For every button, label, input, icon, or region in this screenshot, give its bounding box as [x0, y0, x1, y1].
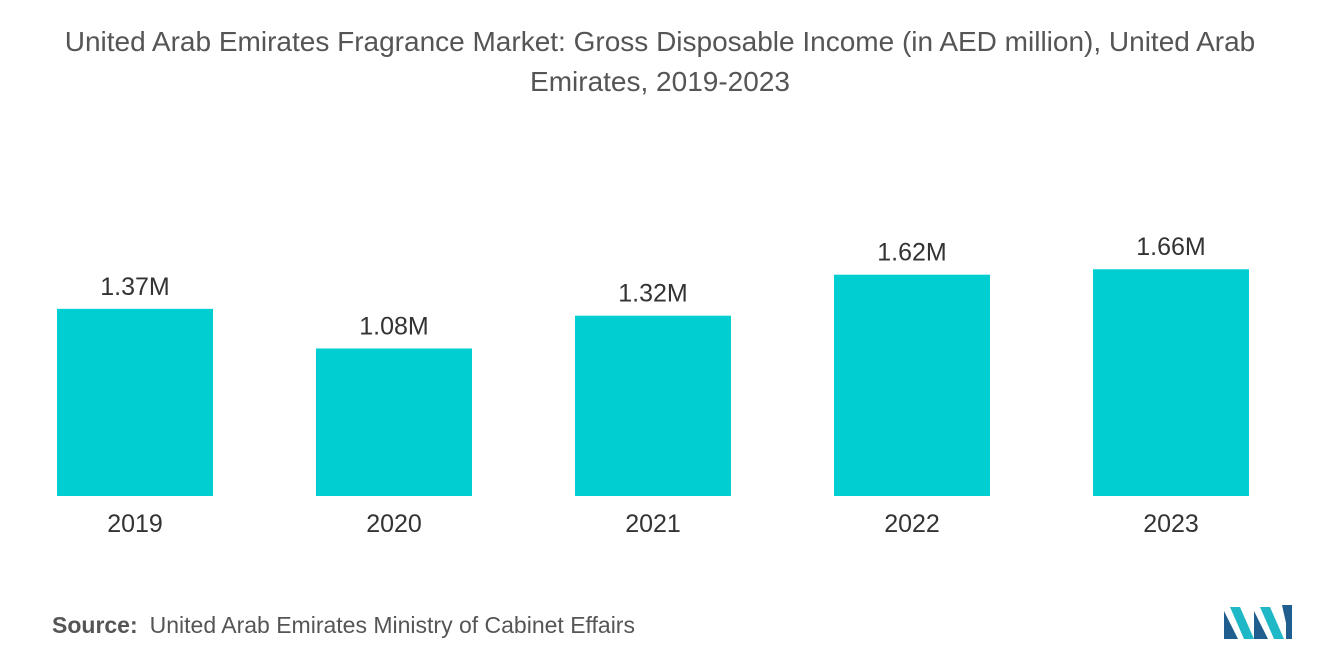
x-tick-label-2022: 2022	[884, 510, 940, 538]
source-text: United Arab Emirates Ministry of Cabinet…	[149, 612, 635, 638]
bar-2023	[1093, 269, 1249, 496]
mordor-intelligence-logo-icon	[1224, 605, 1292, 639]
bar-2021	[575, 315, 731, 496]
bar-2019	[57, 308, 213, 496]
data-label-2021: 1.32M	[618, 280, 687, 308]
chart-title: United Arab Emirates Fragrance Market: G…	[0, 22, 1320, 102]
bar-2022	[834, 274, 990, 496]
data-label-2019: 1.37M	[100, 273, 169, 301]
data-label-2020: 1.08M	[359, 312, 428, 340]
x-tick-label-2019: 2019	[107, 510, 163, 538]
bar-2020	[316, 348, 472, 496]
x-tick-label-2020: 2020	[366, 510, 422, 538]
source-label: Source:	[52, 612, 138, 638]
data-label-2023: 1.66M	[1136, 233, 1205, 261]
x-tick-label-2023: 2023	[1143, 510, 1199, 538]
x-tick-label-2021: 2021	[625, 510, 681, 538]
data-label-2022: 1.62M	[877, 239, 946, 267]
chart-title-text: United Arab Emirates Fragrance Market: G…	[64, 26, 1256, 97]
source-note: Source: United Arab Emirates Ministry of …	[52, 612, 635, 639]
